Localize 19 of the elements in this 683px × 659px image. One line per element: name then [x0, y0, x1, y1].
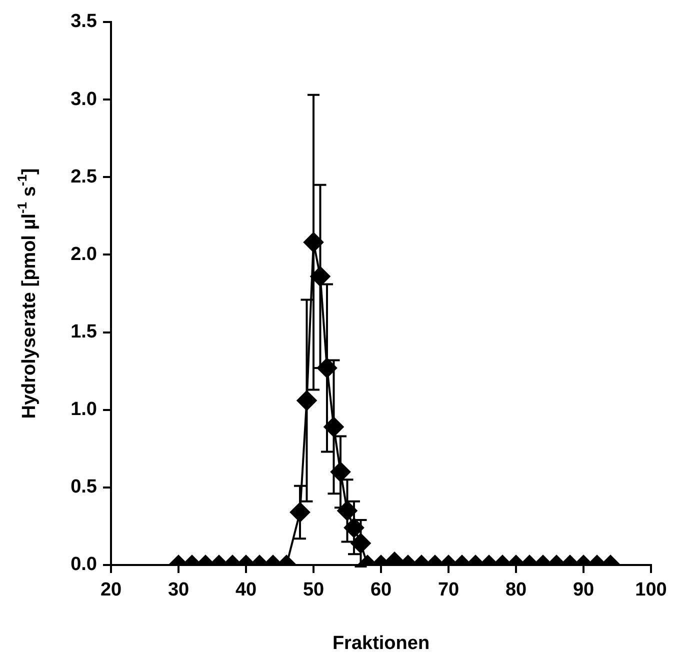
- x-tick-label: 90: [572, 580, 594, 601]
- x-tick-label: 30: [168, 580, 190, 601]
- x-tick-label: 20: [100, 580, 122, 601]
- x-tick-label: 100: [635, 580, 667, 601]
- y-tick-label: 2.5: [70, 166, 98, 188]
- x-tick-label: 50: [302, 580, 324, 601]
- x-axis-title: Fraktionen: [332, 632, 430, 654]
- y-tick-label: 3.5: [70, 11, 98, 32]
- x-tick-label: 40: [235, 580, 257, 601]
- y-axis-title: Hydrolyserate [pmol µl-1 s-1]: [14, 168, 40, 419]
- x-tick-label: 80: [505, 580, 527, 601]
- y-tick-label: 2.0: [70, 244, 97, 265]
- y-tick-label: 3.0: [70, 88, 97, 110]
- y-tick-label: 0.5: [70, 476, 98, 498]
- x-tick-label: 70: [438, 580, 460, 601]
- y-tick-label: 1.0: [70, 399, 97, 420]
- y-tick-label: 1.5: [70, 322, 98, 343]
- x-tick-label: 60: [370, 580, 392, 601]
- y-tick-label: 0.0: [70, 554, 97, 576]
